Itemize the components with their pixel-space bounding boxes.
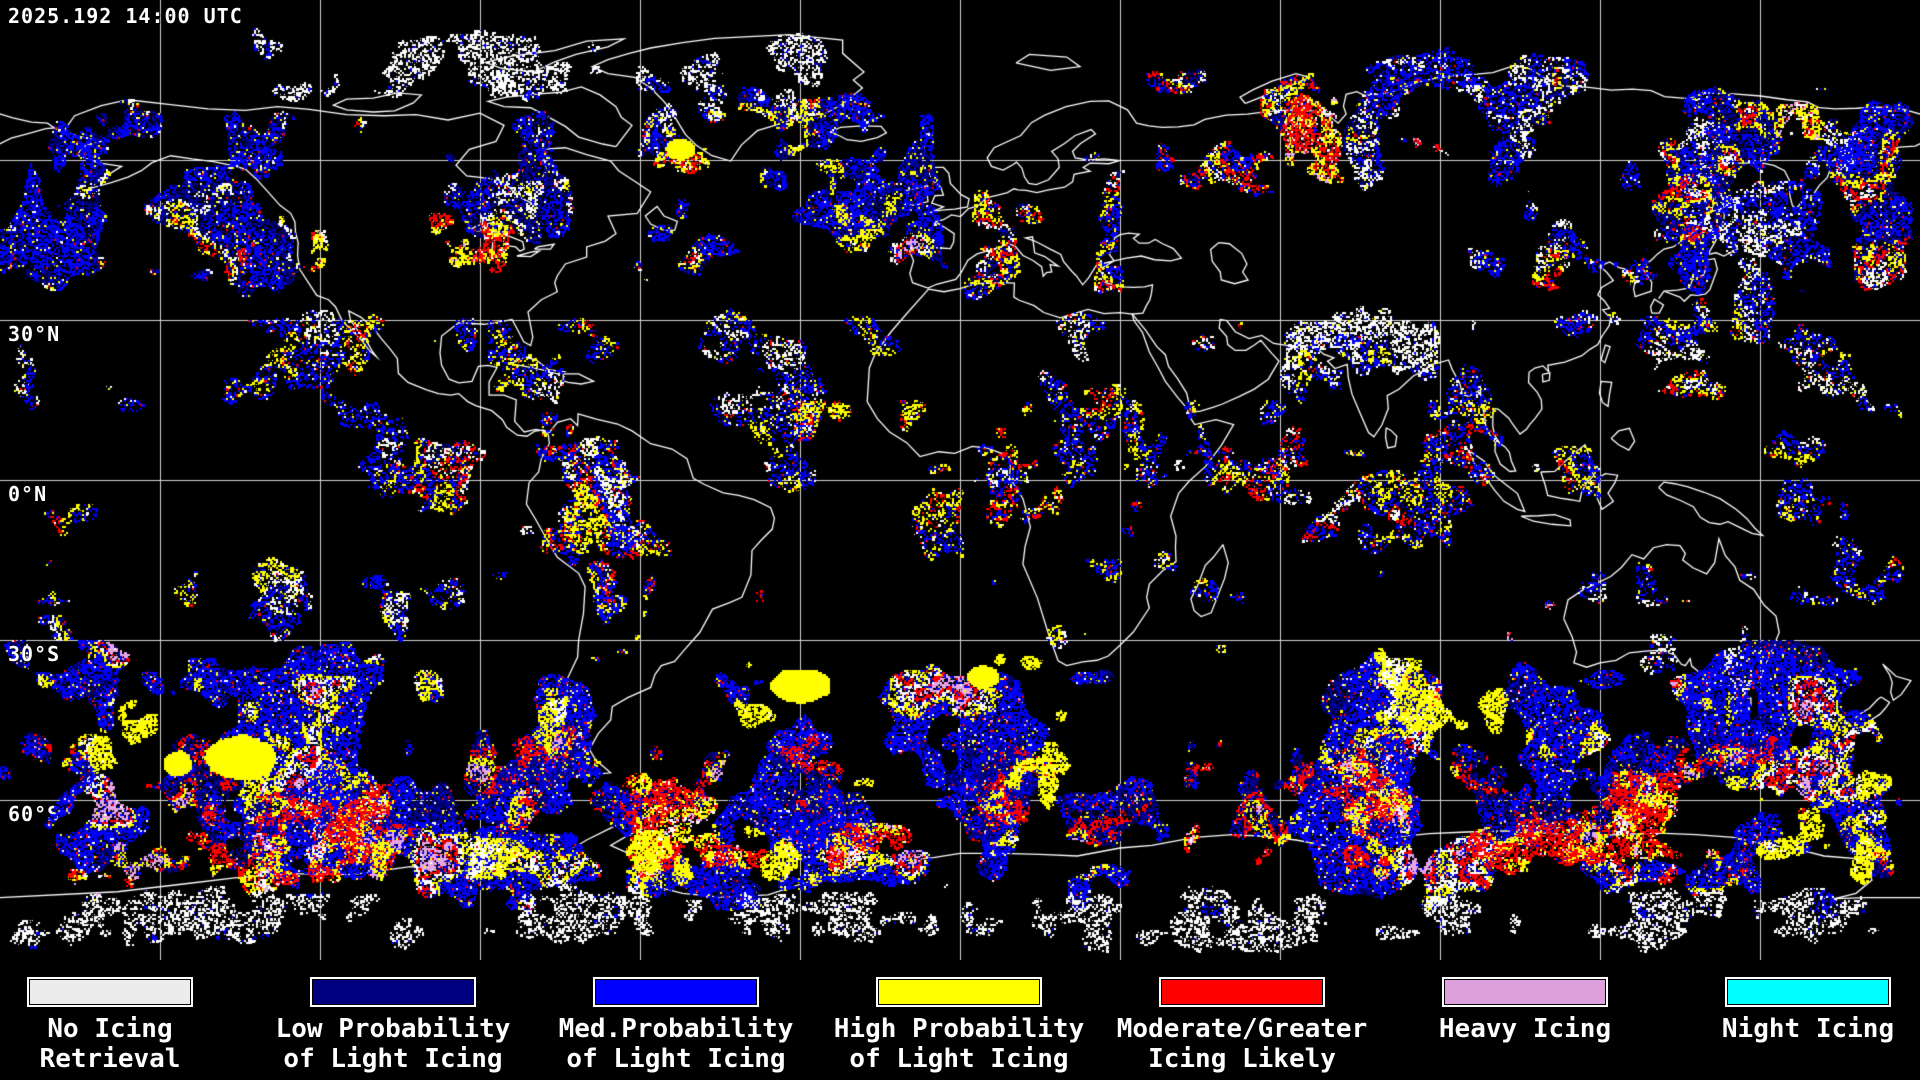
legend-label: Med.Probability <box>558 1014 794 1044</box>
legend-swatch-heavy-icing <box>1442 977 1608 1007</box>
legend-swatch-night-icing <box>1725 977 1891 1007</box>
lat-label-0n: 0°N <box>8 482 48 506</box>
legend-label: of Light Icing <box>849 1044 1069 1074</box>
legend-swatch-moderate-greater-icing <box>1159 977 1325 1007</box>
legend-item-low-prob-light-icing: Low Probability of Light Icing <box>248 960 538 1074</box>
lat-label-30s: 30°S <box>8 642 61 666</box>
world-map: 60°S 2025.192 14:00 UTC 30°N 0°N 30°S <box>0 0 1920 960</box>
legend-label: of Light Icing <box>283 1044 503 1074</box>
legend-item-night-icing: Night Icing <box>1663 960 1920 1044</box>
legend-item-moderate-greater-icing: Moderate/Greater Icing Likely <box>1097 960 1387 1074</box>
timestamp: 2025.192 14:00 UTC <box>8 4 243 28</box>
legend-swatch-no-icing-retrieval <box>27 977 193 1007</box>
legend-label: No Icing <box>47 1014 173 1044</box>
legend: No Icing Retrieval Low Probability of Li… <box>0 960 1920 1080</box>
legend-item-no-icing-retrieval: No Icing Retrieval <box>0 960 255 1074</box>
legend-item-high-prob-light-icing: High Probability of Light Icing <box>814 960 1104 1074</box>
legend-label: High Probability <box>833 1014 1085 1044</box>
legend-label: Night Icing <box>1721 1014 1895 1044</box>
legend-label: Retrieval <box>39 1044 181 1074</box>
icing-map-canvas <box>0 0 1920 960</box>
legend-item-med-prob-light-icing: Med.Probability of Light Icing <box>531 960 821 1074</box>
legend-label: Heavy Icing <box>1438 1014 1612 1044</box>
legend-label: Low Probability <box>275 1014 511 1044</box>
legend-swatch-med-prob-light-icing <box>593 977 759 1007</box>
legend-label: Icing Likely <box>1148 1044 1336 1074</box>
legend-label: of Light Icing <box>566 1044 786 1074</box>
legend-item-heavy-icing: Heavy Icing <box>1380 960 1670 1044</box>
legend-swatch-high-prob-light-icing <box>876 977 1042 1007</box>
lat-label-30n: 30°N <box>8 322 61 346</box>
legend-label: Moderate/Greater <box>1116 1014 1368 1044</box>
legend-swatch-low-prob-light-icing <box>310 977 476 1007</box>
